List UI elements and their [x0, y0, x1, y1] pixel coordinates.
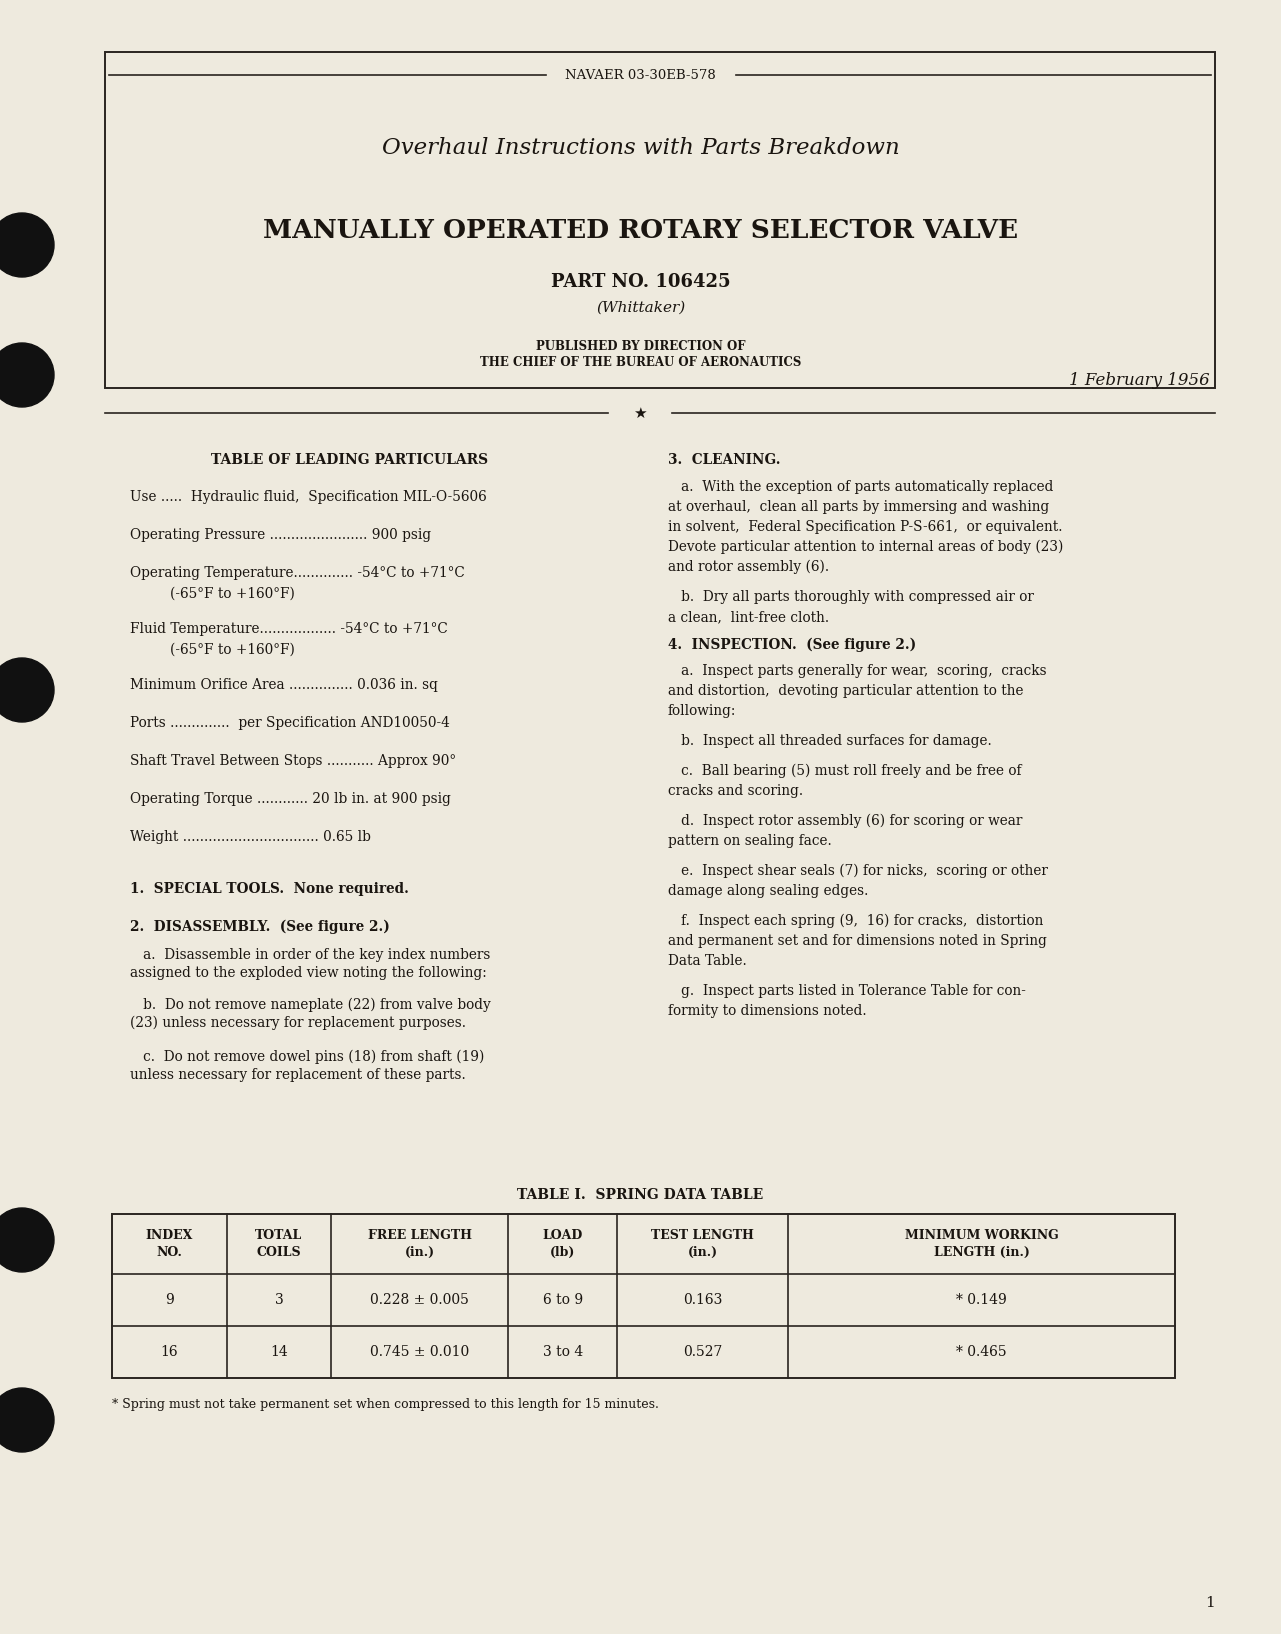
Circle shape — [0, 659, 54, 722]
Text: 14: 14 — [270, 1345, 288, 1359]
Text: Minimum Orifice Area ............... 0.036 in. sq: Minimum Orifice Area ............... 0.0… — [129, 678, 438, 693]
Text: THE CHIEF OF THE BUREAU OF AERONAUTICS: THE CHIEF OF THE BUREAU OF AERONAUTICS — [480, 356, 801, 369]
Bar — [105, 52, 1214, 387]
Text: Data Table.: Data Table. — [667, 954, 747, 967]
Text: a.  Disassemble in order of the key index numbers: a. Disassemble in order of the key index… — [129, 948, 491, 962]
Text: unless necessary for replacement of these parts.: unless necessary for replacement of thes… — [129, 1069, 466, 1082]
Circle shape — [0, 343, 54, 407]
Bar — [111, 1214, 1175, 1377]
Text: c.  Ball bearing (5) must roll freely and be free of: c. Ball bearing (5) must roll freely and… — [667, 765, 1021, 778]
Text: 1.  SPECIAL TOOLS.  None required.: 1. SPECIAL TOOLS. None required. — [129, 882, 409, 895]
Text: and permanent set and for dimensions noted in Spring: and permanent set and for dimensions not… — [667, 935, 1047, 948]
Text: Overhaul Instructions with Parts Breakdown: Overhaul Instructions with Parts Breakdo… — [382, 137, 899, 158]
Text: a.  With the exception of parts automatically replaced: a. With the exception of parts automatic… — [667, 480, 1053, 493]
Text: (23) unless necessary for replacement purposes.: (23) unless necessary for replacement pu… — [129, 1016, 466, 1031]
Text: in solvent,  Federal Specification P-S-661,  or equivalent.: in solvent, Federal Specification P-S-66… — [667, 520, 1062, 534]
Text: MANUALLY OPERATED ROTARY SELECTOR VALVE: MANUALLY OPERATED ROTARY SELECTOR VALVE — [263, 217, 1018, 242]
Text: LOAD
(lb): LOAD (lb) — [543, 1229, 583, 1260]
Text: g.  Inspect parts listed in Tolerance Table for con-: g. Inspect parts listed in Tolerance Tab… — [667, 984, 1026, 998]
Text: INDEX
NO.: INDEX NO. — [146, 1229, 193, 1260]
Text: Devote particular attention to internal areas of body (23): Devote particular attention to internal … — [667, 539, 1063, 554]
Text: TEST LENGTH
(in.): TEST LENGTH (in.) — [651, 1229, 755, 1260]
Text: NAVAER 03-30EB-578: NAVAER 03-30EB-578 — [565, 69, 716, 82]
Text: following:: following: — [667, 704, 737, 717]
Text: 16: 16 — [160, 1345, 178, 1359]
Text: cracks and scoring.: cracks and scoring. — [667, 784, 803, 797]
Text: 0.228 ± 0.005: 0.228 ± 0.005 — [370, 1292, 469, 1307]
Text: PUBLISHED BY DIRECTION OF: PUBLISHED BY DIRECTION OF — [535, 340, 746, 353]
Text: e.  Inspect shear seals (7) for nicks,  scoring or other: e. Inspect shear seals (7) for nicks, sc… — [667, 864, 1048, 879]
Text: ★: ★ — [633, 405, 647, 420]
Text: b.  Inspect all threaded surfaces for damage.: b. Inspect all threaded surfaces for dam… — [667, 734, 991, 748]
Text: 3: 3 — [274, 1292, 283, 1307]
Text: 6 to 9: 6 to 9 — [543, 1292, 583, 1307]
Text: (Whittaker): (Whittaker) — [596, 301, 685, 315]
Text: FREE LENGTH
(in.): FREE LENGTH (in.) — [368, 1229, 471, 1260]
Text: f.  Inspect each spring (9,  16) for cracks,  distortion: f. Inspect each spring (9, 16) for crack… — [667, 913, 1044, 928]
Text: and rotor assembly (6).: and rotor assembly (6). — [667, 560, 829, 575]
Text: TABLE I.  SPRING DATA TABLE: TABLE I. SPRING DATA TABLE — [518, 1188, 763, 1203]
Text: * Spring must not take permanent set when compressed to this length for 15 minut: * Spring must not take permanent set whe… — [111, 1399, 658, 1412]
Text: Use .....  Hydraulic fluid,  Specification MIL-O-5606: Use ..... Hydraulic fluid, Specification… — [129, 490, 487, 503]
Text: 1 February 1956: 1 February 1956 — [1070, 371, 1211, 389]
Text: b.  Dry all parts thoroughly with compressed air or: b. Dry all parts thoroughly with compres… — [667, 590, 1034, 605]
Text: PART NO. 106425: PART NO. 106425 — [551, 273, 730, 291]
Text: at overhaul,  clean all parts by immersing and washing: at overhaul, clean all parts by immersin… — [667, 500, 1049, 515]
Text: Operating Temperature.............. -54°C to +71°C: Operating Temperature.............. -54°… — [129, 565, 465, 580]
Text: Fluid Temperature.................. -54°C to +71°C: Fluid Temperature.................. -54°… — [129, 623, 448, 636]
Text: Weight ................................ 0.65 lb: Weight ................................ … — [129, 830, 371, 845]
Text: Operating Pressure ....................... 900 psig: Operating Pressure .....................… — [129, 528, 432, 542]
Text: TABLE OF LEADING PARTICULARS: TABLE OF LEADING PARTICULARS — [211, 453, 488, 467]
Text: b.  Do not remove nameplate (22) from valve body: b. Do not remove nameplate (22) from val… — [129, 998, 491, 1013]
Text: MINIMUM WORKING
LENGTH (in.): MINIMUM WORKING LENGTH (in.) — [904, 1229, 1058, 1260]
Text: d.  Inspect rotor assembly (6) for scoring or wear: d. Inspect rotor assembly (6) for scorin… — [667, 814, 1022, 828]
Text: a.  Inspect parts generally for wear,  scoring,  cracks: a. Inspect parts generally for wear, sco… — [667, 663, 1047, 678]
Text: formity to dimensions noted.: formity to dimensions noted. — [667, 1003, 867, 1018]
Text: 0.745 ± 0.010: 0.745 ± 0.010 — [370, 1345, 469, 1359]
Text: pattern on sealing face.: pattern on sealing face. — [667, 833, 831, 848]
Text: and distortion,  devoting particular attention to the: and distortion, devoting particular atte… — [667, 685, 1024, 698]
Text: Operating Torque ............ 20 lb in. at 900 psig: Operating Torque ............ 20 lb in. … — [129, 792, 451, 806]
Text: TOTAL
COILS: TOTAL COILS — [255, 1229, 302, 1260]
Text: c.  Do not remove dowel pins (18) from shaft (19): c. Do not remove dowel pins (18) from sh… — [129, 1051, 484, 1064]
Text: 3.  CLEANING.: 3. CLEANING. — [667, 453, 780, 467]
Text: 0.527: 0.527 — [683, 1345, 722, 1359]
Text: 2.  DISASSEMBLY.  (See figure 2.): 2. DISASSEMBLY. (See figure 2.) — [129, 920, 389, 935]
Text: Ports ..............  per Specification AND10050-4: Ports .............. per Specification A… — [129, 716, 450, 730]
Text: a clean,  lint-free cloth.: a clean, lint-free cloth. — [667, 609, 829, 624]
Text: 3 to 4: 3 to 4 — [543, 1345, 583, 1359]
Text: 4.  INSPECTION.  (See figure 2.): 4. INSPECTION. (See figure 2.) — [667, 637, 916, 652]
Circle shape — [0, 212, 54, 278]
Text: * 0.465: * 0.465 — [956, 1345, 1007, 1359]
Text: (-65°F to +160°F): (-65°F to +160°F) — [170, 644, 295, 657]
Text: 9: 9 — [165, 1292, 174, 1307]
Text: 1: 1 — [1205, 1596, 1214, 1609]
Text: Shaft Travel Between Stops ........... Approx 90°: Shaft Travel Between Stops ........... A… — [129, 753, 456, 768]
Text: damage along sealing edges.: damage along sealing edges. — [667, 884, 869, 899]
Text: 0.163: 0.163 — [683, 1292, 722, 1307]
Text: (-65°F to +160°F): (-65°F to +160°F) — [170, 587, 295, 601]
Text: * 0.149: * 0.149 — [956, 1292, 1007, 1307]
Text: assigned to the exploded view noting the following:: assigned to the exploded view noting the… — [129, 966, 487, 980]
Circle shape — [0, 1208, 54, 1271]
Circle shape — [0, 1387, 54, 1453]
